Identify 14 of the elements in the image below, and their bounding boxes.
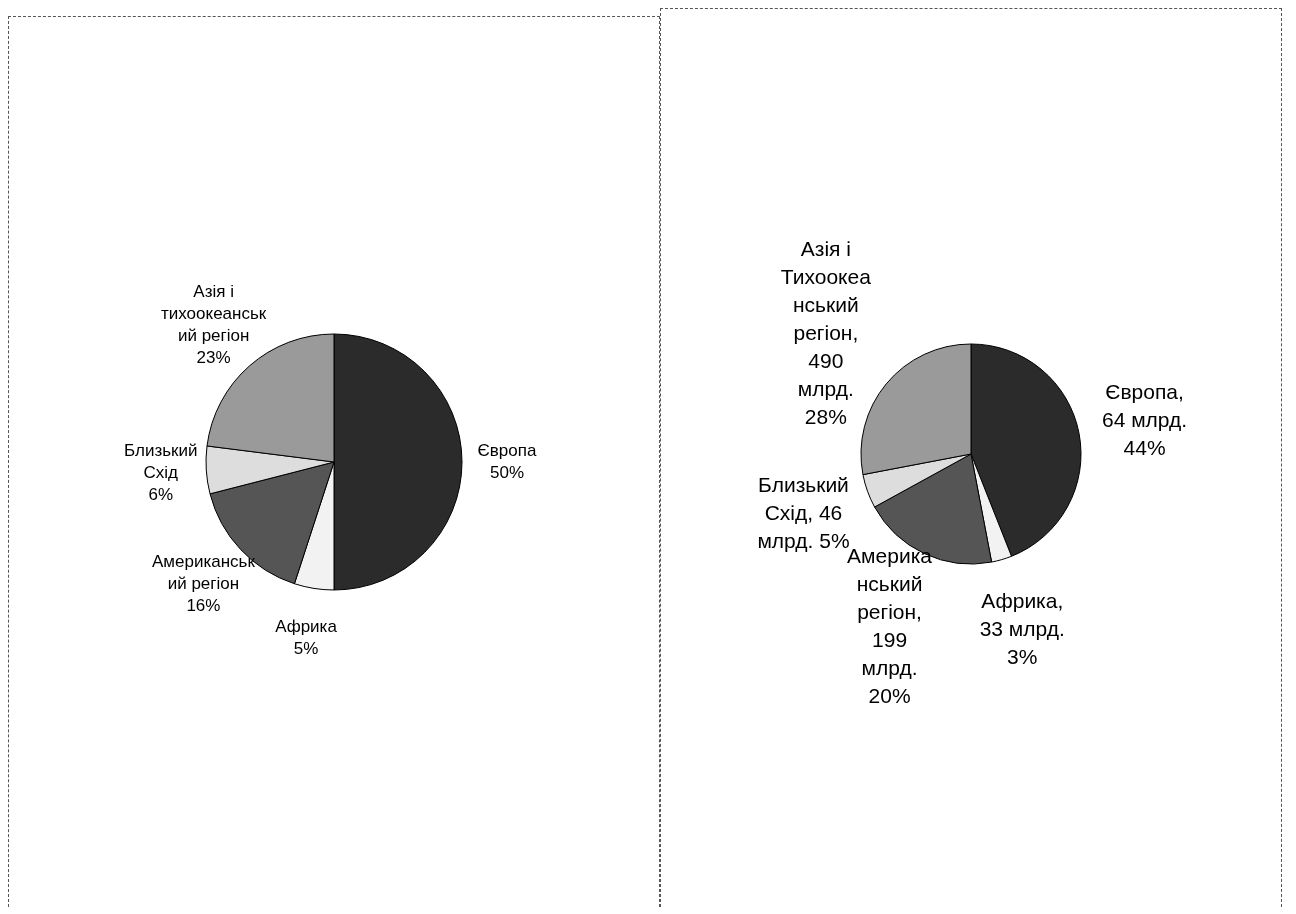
data-label: 50% (489, 462, 525, 482)
slice-label: Європа (477, 440, 537, 460)
slice-label: Африка, 33 млрд. 3% (979, 589, 1065, 669)
data-label: 5% (293, 639, 319, 659)
slice-label: Близький Схід, 46 млрд. 5% (757, 473, 850, 553)
slice-label: Азія і Тихоокеанський регіон, 490 млрд. 28% (780, 236, 872, 428)
slice-label: Європа, 64 млрд. 44% (1101, 379, 1188, 459)
slice-label: Азія і тихоокеанський регіон (161, 282, 267, 346)
data-label: 6% (148, 484, 174, 504)
slice-label: Близький Схід (124, 440, 198, 482)
slice-label: Африка (275, 617, 338, 637)
data-label: 16% (186, 596, 221, 616)
slice-label: Американський регіон (151, 552, 256, 594)
data-label: 23% (196, 348, 231, 368)
